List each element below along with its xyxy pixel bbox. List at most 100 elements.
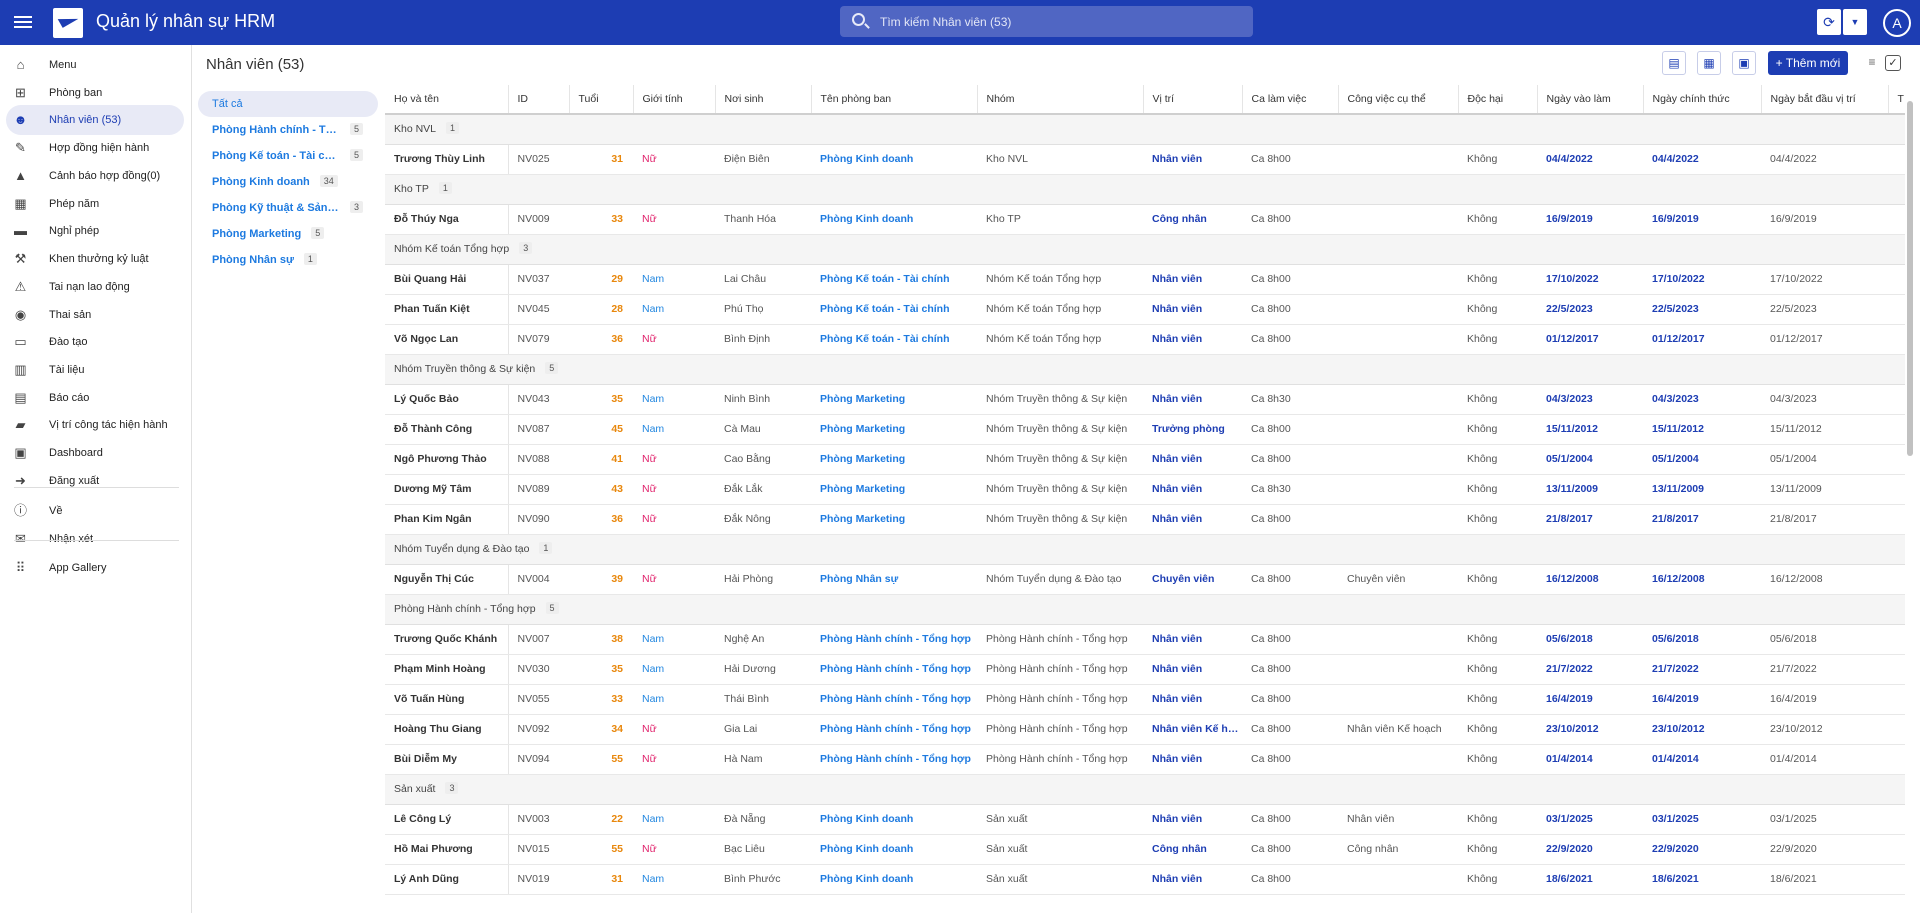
sidebar-item-label: Phòng ban [49,87,103,99]
search-input[interactable]: Tìm kiếm Nhân viên (53) [840,6,1253,37]
search-placeholder: Tìm kiếm Nhân viên (53) [880,15,1012,29]
sidebar-item-9[interactable]: ◉ Thai sản [6,300,184,330]
table-row[interactable]: Võ Ngọc Lan NV079 36 Nữ Bình Định Phòng Kế to… [385,324,1905,355]
table-row[interactable]: Võ Tuấn Hùng NV055 33 Nam Thái Bình Phòng Hàn… [385,684,1905,715]
group-name: Phòng Nhân sự [212,254,294,266]
column-header[interactable]: Tuổi [569,85,634,115]
column-header[interactable]: Vị trí [1143,85,1243,115]
filter-icon[interactable]: ≡ [1868,55,1876,69]
cell-10: Không [1458,204,1537,235]
cell-3: Nam [633,264,715,295]
sidebar-item-6[interactable]: ▬ Nghỉ phép [6,216,184,246]
table-row[interactable]: Ngô Phương Thảo NV088 41 Nữ Cao Bằng Phòng Ma… [385,444,1905,475]
group-filter-item[interactable]: Phòng Marketing 5 [198,221,378,247]
sidebar-item-11[interactable]: ▥ Tài liệu [6,355,184,385]
column-header[interactable]: Giới tính [633,85,716,115]
table-row[interactable]: Phạm Minh Hoàng NV030 35 Nam Hải Dương Phòng … [385,654,1905,685]
cell-6: Sản xuất [977,834,1143,865]
column-header[interactable]: Họ và tên [385,85,509,115]
table-row[interactable]: Hồ Mai Phương NV015 55 Nữ Bạc Liêu Phòng Kinh… [385,834,1905,865]
sidebar-item-12[interactable]: ▤ Báo cáo [6,383,184,413]
refresh-button[interactable]: ⟳ [1817,9,1841,35]
scrollbar-thumb[interactable] [1907,101,1913,456]
sidebar-item-2[interactable]: ☻ Nhân viên (53) [6,105,184,135]
vertical-scrollbar[interactable] [1906,91,1914,913]
sidebar-item-15[interactable]: ➜ Đăng xuất [6,466,184,496]
chevron-down-icon[interactable]: ▼ [1843,9,1867,35]
table-row[interactable]: Bùi Diễm My NV094 55 Nữ Hà Nam Phòng Hành chí… [385,744,1905,775]
cell-1: NV089 [508,474,569,505]
cell-8: Ca 8h00 [1242,684,1338,715]
sidebar-item-4[interactable]: ▲ Cảnh báo hợp đồng(0) [6,161,184,191]
group-filter-item[interactable]: Phòng Nhân sự 1 [198,247,378,273]
column-header[interactable]: Ngày vào làm [1537,85,1644,115]
sidebar-item-14[interactable]: ▣ Dashboard [6,438,184,468]
table-row[interactable]: Bùi Quang Hải NV037 29 Nam Lai Châu Phòng Kế … [385,264,1905,295]
group-filter-item[interactable]: Phòng Hành chính - Tổng hợp 5 [198,117,378,143]
table-row[interactable]: Đỗ Thành Công NV087 45 Nam Cà Mau Phòng Marke… [385,414,1905,445]
group-row[interactable]: Nhóm Kế toán Tổng hợp 3 [385,234,1905,265]
export-excel-icon[interactable]: ▦ [1697,51,1721,75]
cell-8: Ca 8h00 [1242,864,1338,895]
cell-3: Nữ [633,504,715,535]
group-filter-item[interactable]: Tất cả [198,91,378,117]
cell-3: Nam [633,684,715,715]
column-header[interactable]: Độc hại [1458,85,1538,115]
group-row[interactable]: Sản xuất 3 [385,774,1905,805]
table-row[interactable]: Trương Thùy Linh NV025 31 Nữ Điện Biên Phòng … [385,144,1905,175]
clipboard-icon[interactable]: ▣ [1732,51,1756,75]
sidebar-item-0[interactable]: ⌂ Menu [6,50,184,80]
cell-9: Công nhân [1338,834,1458,865]
group-filter-item[interactable]: Phòng Kinh doanh 34 [198,169,378,195]
column-header[interactable]: Nơi sinh [715,85,812,115]
sidebar-item-3[interactable]: ✎ Hợp đồng hiện hành [6,133,184,163]
group-filter-item[interactable]: Phòng Kế toán - Tài chính 5 [198,143,378,169]
sidebar-item-1[interactable]: ⊞ Phòng ban [6,78,184,108]
cell-2: 35 [569,384,633,415]
table-row[interactable]: Lê Công Lý NV003 22 Nam Đà Nẵng Phòng Kinh do… [385,804,1905,835]
sidebar-item-10[interactable]: ▭ Đào tạo [6,327,184,357]
group-row[interactable]: Phòng Hành chính - Tổng hợp 5 [385,594,1905,625]
column-header[interactable]: Nhóm [977,85,1144,115]
cell-3: Nữ [633,744,715,775]
column-header[interactable]: Ca làm việc [1242,85,1339,115]
sidebar-item-13[interactable]: ▰ Vị trí công tác hiện hành [6,410,184,440]
group-row[interactable]: Nhóm Truyền thông & Sự kiện 5 [385,354,1905,385]
table-row[interactable]: Hoàng Thu Giang NV092 34 Nữ Gia Lai Phòng Hàn… [385,714,1905,745]
sidebar-item-17[interactable]: ✉ Nhận xét [6,524,184,554]
column-header[interactable]: Công việc cụ thể [1338,85,1459,115]
group-row-label: Phòng Hành chính - Tổng hợp [394,602,536,615]
group-filter-item[interactable]: Phòng Kỹ thuật & Sản xuất 3 [198,195,378,221]
menu-icon[interactable] [14,13,32,31]
group-row[interactable]: Kho TP 1 [385,174,1905,205]
column-header[interactable]: T [1888,85,1905,115]
table-row[interactable]: Đỗ Thúy Nga NV009 33 Nữ Thanh Hóa Phòng Kinh … [385,204,1905,235]
column-header[interactable]: ID [508,85,570,115]
sidebar-item-16[interactable]: ⓘ Về [6,496,184,526]
export-pdf-icon[interactable]: ▤ [1662,51,1686,75]
table-row[interactable]: Dương Mỹ Tâm NV089 43 Nữ Đắk Lắk Phòng Market… [385,474,1905,505]
column-header[interactable]: Tên phòng ban [811,85,978,115]
avatar[interactable]: A [1883,9,1911,37]
column-header[interactable]: Ngày bắt đầu vị trí [1761,85,1889,115]
cell-11: 22/9/2020 [1537,834,1643,865]
table-row[interactable]: Trương Quốc Khánh NV007 38 Nam Nghệ An Phòng … [385,624,1905,655]
sidebar-item-7[interactable]: ⚒ Khen thưởng kỷ luật [6,244,184,274]
sidebar-item-5[interactable]: ▦ Phép năm [6,189,184,219]
sidebar-item-18[interactable]: ⠿ App Gallery [6,553,184,583]
table-row[interactable]: Nguyễn Thị Cúc NV004 39 Nữ Hải Phòng Phòng Nh… [385,564,1905,595]
table-row[interactable]: Phan Kim Ngân NV090 36 Nữ Đắk Nông Phòng Mark… [385,504,1905,535]
group-count-badge: 34 [319,175,338,188]
add-new-button[interactable]: + Thêm mới [1768,51,1848,75]
group-count-badge: 5 [311,227,325,240]
table-row[interactable]: Lý Quốc Bảo NV043 35 Nam Ninh Bình Phòng Mark… [385,384,1905,415]
group-row-label: Nhóm Kế toán Tổng hợp [394,242,510,255]
group-row[interactable]: Nhóm Tuyển dụng & Đào tạo 1 [385,534,1905,565]
table-row[interactable]: Lý Anh Dũng NV019 31 Nam Bình Phước Phòng Kin… [385,864,1905,895]
sidebar-item-8[interactable]: ⚠ Tai nạn lao động [6,272,184,302]
cell-3: Nam [633,654,715,685]
column-header[interactable]: Ngày chính thức [1643,85,1762,115]
select-checkbox-icon[interactable]: ✓ [1885,55,1901,71]
table-row[interactable]: Phan Tuấn Kiệt NV045 28 Nam Phú Thọ Phòng Kế … [385,294,1905,325]
group-row[interactable]: Kho NVL 1 [385,114,1905,145]
